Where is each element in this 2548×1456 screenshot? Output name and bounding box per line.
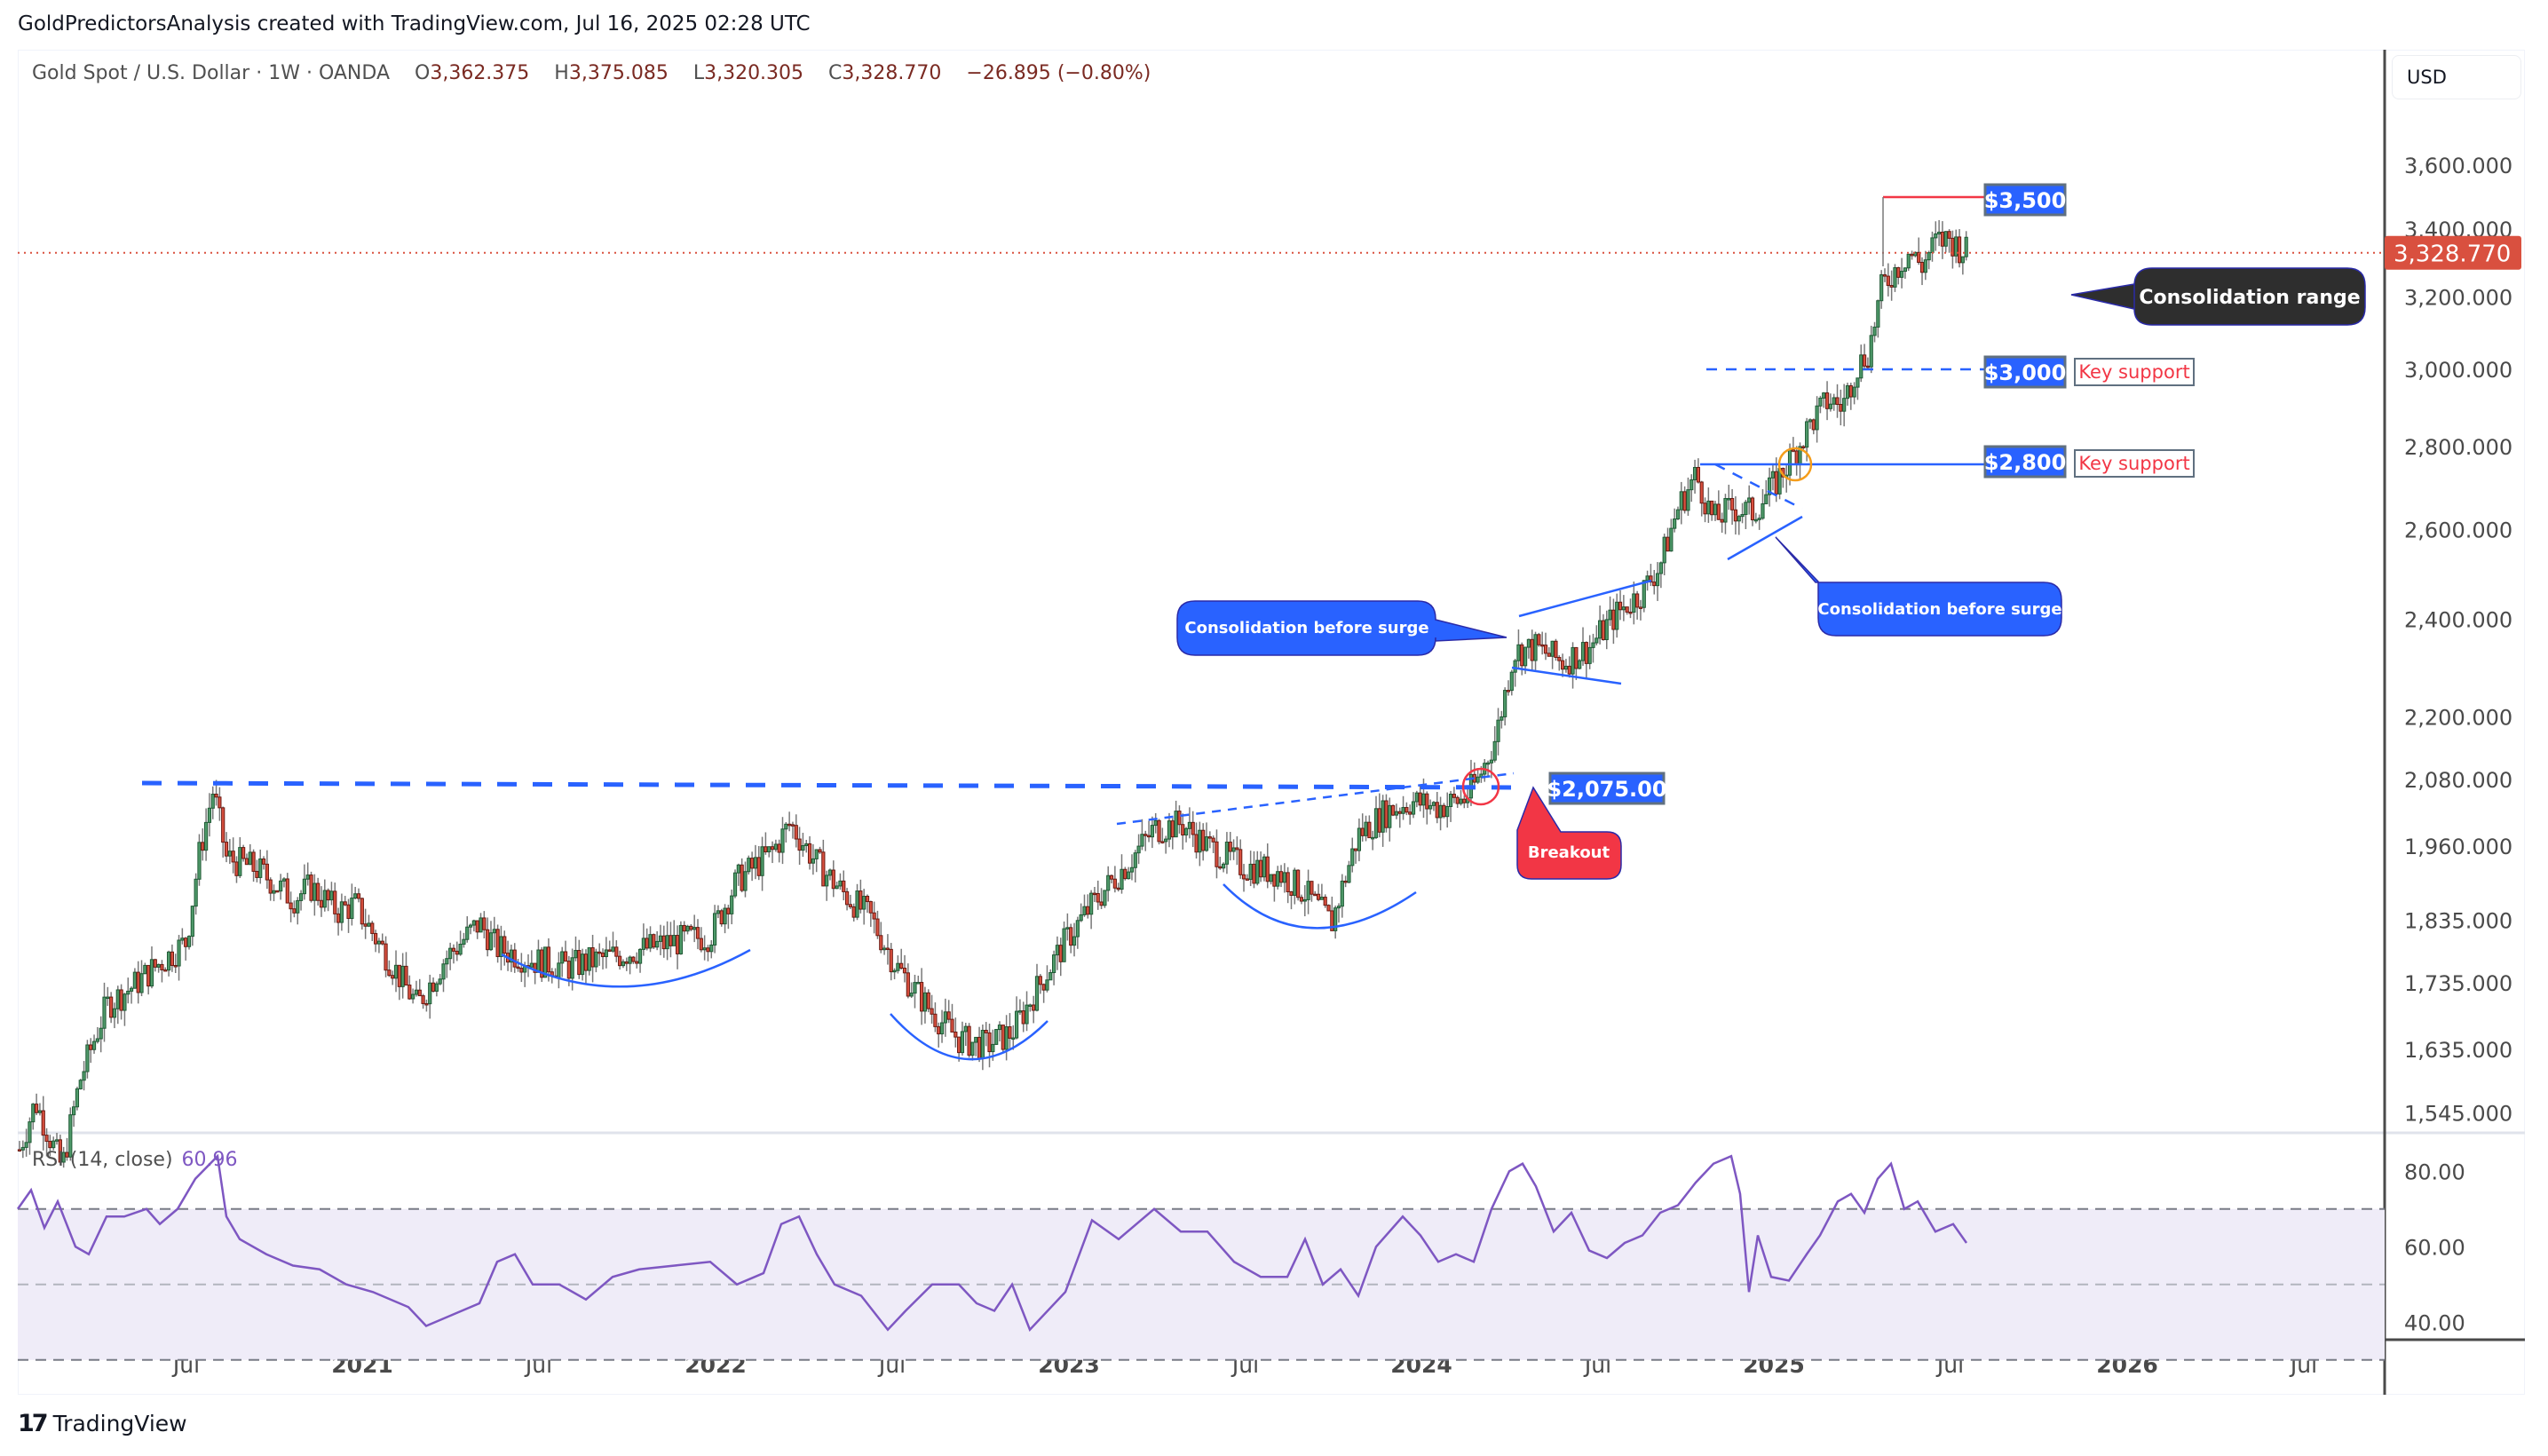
svg-text:Key support: Key support <box>2078 453 2189 474</box>
rsi-title: RSI (14, close) <box>32 1149 173 1171</box>
svg-text:$2,800: $2,800 <box>1984 450 2067 475</box>
ohlc-high: 3,375.085 <box>568 62 669 84</box>
price-tick: 3,600.000 <box>2404 154 2512 178</box>
price-tick: 1,635.000 <box>2404 1038 2512 1063</box>
price-tick: 1,735.000 <box>2404 971 2512 996</box>
svg-text:Consolidation range: Consolidation range <box>2139 287 2360 309</box>
symbol-name[interactable]: Gold Spot / U.S. Dollar <box>32 62 250 84</box>
change-value: −26.895 <box>966 62 1051 84</box>
breakout-circle <box>1461 767 1500 806</box>
rsi-tick: 80.00 <box>2404 1159 2465 1184</box>
rsi-tick: 60.00 <box>2404 1235 2465 1260</box>
rsi-value: 60.96 <box>181 1149 238 1171</box>
price-tick: 1,960.000 <box>2404 835 2512 859</box>
svg-text:$3,000: $3,000 <box>1984 360 2067 385</box>
key-support-2800-box[interactable] <box>2074 449 2195 478</box>
price-tick: 3,200.000 <box>2404 286 2512 311</box>
rounding-bottom-arc <box>1223 883 1417 930</box>
svg-text:Key support: Key support <box>2078 361 2189 383</box>
callout-consolidation-2024[interactable]: Consolidation before surge <box>1176 600 1507 656</box>
attribution-text: GoldPredictorsAnalysis created with Trad… <box>18 12 811 36</box>
callout-consolidation-2025[interactable]: Consolidation before surge <box>1775 536 2062 637</box>
price-tick: 2,800.000 <box>2404 435 2512 460</box>
ohlc-close: 3,328.770 <box>842 62 942 84</box>
change-percent: (−0.80%) <box>1056 62 1151 84</box>
callout-breakout[interactable]: Breakout <box>1516 786 1622 880</box>
price-tick: 1,545.000 <box>2404 1101 2512 1126</box>
breakout-2800-circle <box>1777 447 1813 482</box>
currency-button[interactable]: USD <box>2392 55 2521 99</box>
rsi-tick: 40.00 <box>2404 1310 2465 1335</box>
price-tick: 1,835.000 <box>2404 908 2512 933</box>
resistance-3500-label[interactable] <box>1983 183 2067 217</box>
price-tick: 2,600.000 <box>2404 518 2512 543</box>
footer-brand[interactable]: 17 TradingView <box>18 1410 187 1437</box>
ohlc-low: 3,320.305 <box>704 62 804 84</box>
key-support-3000-box[interactable] <box>2074 358 2195 386</box>
chart-frame <box>18 50 2525 1395</box>
tradingview-logo-icon: 17 <box>18 1410 49 1437</box>
rsi-line <box>16 1153 1968 1333</box>
price-tick: 2,080.000 <box>2404 768 2512 793</box>
support-2800-label[interactable] <box>1983 445 2067 479</box>
rsi-legend[interactable]: RSI (14, close) 60.96 <box>32 1149 238 1171</box>
svg-text:Breakout: Breakout <box>1528 843 1610 862</box>
ohlc-open: 3,362.375 <box>430 62 530 84</box>
candles <box>17 219 1968 1168</box>
svg-text:$2,075.00: $2,075.00 <box>1547 777 1666 802</box>
breakout-level-label[interactable] <box>1548 772 1666 805</box>
support-3000-label[interactable] <box>1983 355 2067 389</box>
svg-text:Consolidation before surge: Consolidation before surge <box>1184 619 1428 637</box>
resistance-2075-line[interactable] <box>141 780 1519 790</box>
callout-consolidation-range[interactable]: Consolidation range <box>2070 267 2366 326</box>
svg-text:$3,500: $3,500 <box>1984 188 2067 213</box>
last-price-value: 3,328.770 <box>2394 241 2511 268</box>
last-price-tag[interactable] <box>2385 235 2521 270</box>
exchange: OANDA <box>318 62 390 84</box>
svg-text:Consolidation before surge: Consolidation before surge <box>1817 600 2061 619</box>
rounding-bottom-arc <box>890 1013 1048 1061</box>
rounding-bottom-arc <box>501 948 751 988</box>
price-tick: 2,200.000 <box>2404 705 2512 730</box>
symbol-legend: Gold Spot / U.S. Dollar · 1W · OANDA O3,… <box>32 62 1151 84</box>
interval[interactable]: 1W <box>268 62 300 84</box>
price-tick: 2,400.000 <box>2404 608 2512 633</box>
brand-name: TradingView <box>52 1411 187 1436</box>
price-tick: 3,000.000 <box>2404 358 2512 383</box>
